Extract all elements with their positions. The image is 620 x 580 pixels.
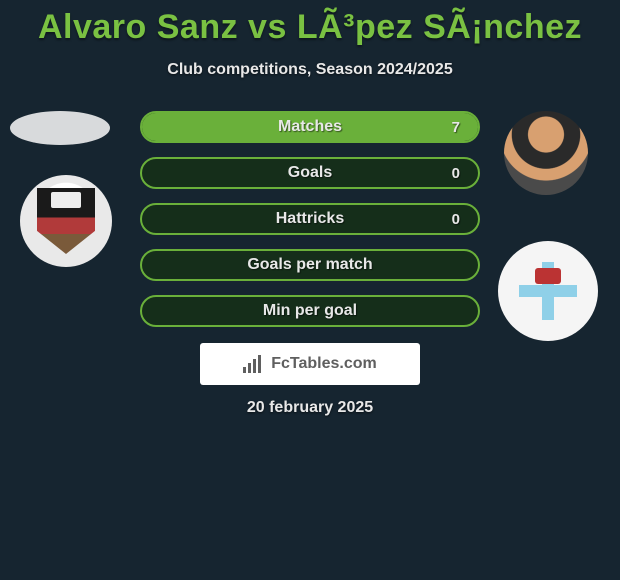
brand-badge: FcTables.com xyxy=(200,343,420,385)
stat-bar-value: 0 xyxy=(452,211,460,228)
stat-bar-label: Hattricks xyxy=(276,210,344,228)
badge-accent-icon xyxy=(535,268,561,284)
stat-bar-label: Goals xyxy=(288,164,332,182)
stat-bar-label: Goals per match xyxy=(247,256,372,274)
stat-bar-value: 7 xyxy=(452,119,460,136)
stat-bar: Goals 0 xyxy=(140,157,480,189)
stat-bar: Hattricks 0 xyxy=(140,203,480,235)
page-subtitle: Club competitions, Season 2024/2025 xyxy=(0,61,620,79)
player-left-club-badge xyxy=(20,175,112,267)
stat-bar: Goals per match xyxy=(140,249,480,281)
stat-bar-label: Matches xyxy=(278,118,342,136)
snapshot-date: 20 february 2025 xyxy=(0,399,620,417)
comparison-panel: Matches 7 Goals 0 Hattricks 0 Goals per match M… xyxy=(0,111,620,417)
stat-bar: Matches 7 xyxy=(140,111,480,143)
stat-bar-label: Min per goal xyxy=(263,302,357,320)
stat-bar: Min per goal xyxy=(140,295,480,327)
stat-bar-value: 0 xyxy=(452,165,460,182)
shield-icon xyxy=(37,188,95,254)
bar-chart-icon xyxy=(243,355,265,373)
brand-text: FcTables.com xyxy=(271,355,377,373)
page-title: Alvaro Sanz vs LÃ³pez SÃ¡nchez xyxy=(0,0,620,47)
player-left-avatar xyxy=(10,111,110,145)
player-right-club-badge xyxy=(498,241,598,341)
stat-bars: Matches 7 Goals 0 Hattricks 0 Goals per match M… xyxy=(140,111,480,327)
player-right-avatar xyxy=(504,111,588,195)
cross-icon xyxy=(513,256,583,326)
